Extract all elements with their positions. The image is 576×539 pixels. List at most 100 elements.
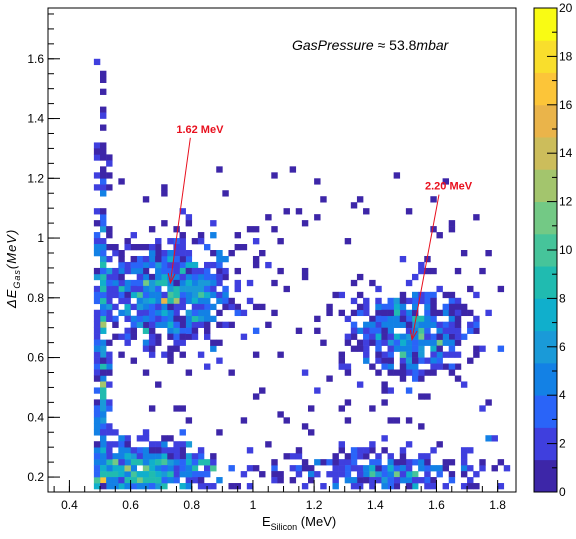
heatmap-cell <box>350 279 358 287</box>
heatmap-cell <box>142 273 150 281</box>
heatmap-cell <box>179 447 186 454</box>
heatmap-cell <box>412 309 419 317</box>
heatmap-cell <box>204 303 211 311</box>
heatmap-cell <box>295 447 303 454</box>
heatmap-cell <box>142 303 150 311</box>
heatmap-cell <box>118 267 125 275</box>
heatmap-cell <box>430 333 437 340</box>
heatmap-cell <box>204 279 211 287</box>
heatmap-cell <box>161 291 168 299</box>
heatmap-cell <box>375 315 382 323</box>
heatmap-cell <box>124 435 131 442</box>
heatmap-cell <box>142 244 150 251</box>
heatmap-cell <box>191 309 199 317</box>
heatmap-cell <box>399 351 407 358</box>
heatmap-cell <box>497 285 505 293</box>
heatmap-cell <box>185 477 193 484</box>
heatmap-cell <box>283 417 290 424</box>
heatmap-cell <box>424 453 431 460</box>
heatmap-cell <box>424 483 431 490</box>
heatmap-cell <box>436 345 443 352</box>
heatmap-cell <box>430 291 437 299</box>
heatmap-cell <box>130 471 138 478</box>
heatmap-cell <box>124 465 131 472</box>
heatmap-cell <box>130 321 138 328</box>
heatmap-cell <box>106 351 113 358</box>
heatmap-cell <box>240 333 248 340</box>
heatmap-cell <box>142 285 150 293</box>
heatmap-cell <box>381 399 388 406</box>
heatmap-cell <box>405 297 413 305</box>
heatmap-cell <box>100 303 107 311</box>
heatmap-cell <box>454 351 462 358</box>
peak-arrow-line <box>411 194 440 340</box>
heatmap-cell <box>308 405 315 412</box>
heatmap-cell <box>381 363 388 370</box>
heatmap-cell <box>332 477 339 484</box>
heatmap-cell <box>112 471 119 478</box>
heatmap-cell <box>320 339 327 346</box>
heatmap-cell <box>93 423 101 430</box>
heatmap-cell <box>100 238 107 245</box>
heatmap-cell <box>356 309 364 317</box>
heatmap-cell <box>118 459 125 466</box>
heatmap-cell <box>155 471 162 478</box>
heatmap-cell <box>112 333 119 340</box>
heatmap-cell <box>460 465 468 472</box>
heatmap-cell <box>148 351 156 358</box>
heatmap-cell <box>405 465 413 472</box>
heatmap-cell <box>130 453 138 460</box>
heatmap-cell <box>442 178 450 185</box>
heatmap-cell <box>418 261 425 269</box>
heatmap-cell <box>167 255 174 263</box>
heatmap-cell <box>363 309 370 317</box>
heatmap-cell <box>100 447 107 454</box>
heatmap-cell <box>405 339 413 346</box>
heatmap-cell <box>387 363 394 370</box>
heatmap-cell <box>167 357 174 364</box>
heatmap-cell <box>460 459 468 466</box>
heatmap-cell <box>222 267 229 275</box>
heatmap-cell <box>369 321 376 328</box>
heatmap-cell <box>210 232 217 239</box>
heatmap-cell <box>191 267 199 275</box>
heatmap-cell <box>210 453 217 460</box>
heatmap-cell <box>155 477 162 484</box>
y-axis-title: ΔEGas(MeV) <box>4 229 22 309</box>
heatmap-cell <box>155 339 162 346</box>
heatmap-cell <box>161 471 168 478</box>
heatmap-cell <box>399 291 407 299</box>
heatmap-cell <box>210 273 217 281</box>
y-axis: 0.2 0.4 0.6 0.8 1 1.2 1.4 1.6 <box>27 13 60 493</box>
heatmap-cell <box>204 321 211 328</box>
heatmap-cell <box>197 483 205 490</box>
heatmap-cell <box>197 285 205 293</box>
heatmap-cell <box>381 327 388 334</box>
heatmap-cell <box>161 190 168 197</box>
heatmap-cell <box>210 250 217 257</box>
heatmap-cell <box>106 399 113 406</box>
heatmap-cell <box>93 321 101 328</box>
heatmap-cell <box>442 339 450 346</box>
heatmap-cell <box>228 303 235 311</box>
heatmap-cell <box>93 369 101 376</box>
heatmap-cell <box>363 327 370 334</box>
heatmap-cell <box>118 351 125 358</box>
heatmap-cell <box>436 357 443 364</box>
heatmap-cell <box>167 309 174 317</box>
heatmap-cell <box>118 453 125 460</box>
heatmap-cell <box>350 483 358 490</box>
heatmap-cell <box>100 285 107 293</box>
heatmap-cell <box>148 477 156 484</box>
heatmap-cell <box>387 351 394 358</box>
heatmap-cell <box>93 339 101 346</box>
heatmap-cell <box>338 405 346 412</box>
heatmap-cell <box>106 154 113 161</box>
heatmap-cell <box>393 477 401 484</box>
heatmap-cell <box>473 214 480 221</box>
heatmap-cell <box>344 238 352 245</box>
heatmap-cell <box>106 309 113 317</box>
heatmap-cell <box>252 303 260 311</box>
heatmap-cell <box>301 465 309 472</box>
heatmap-cell <box>326 303 333 311</box>
